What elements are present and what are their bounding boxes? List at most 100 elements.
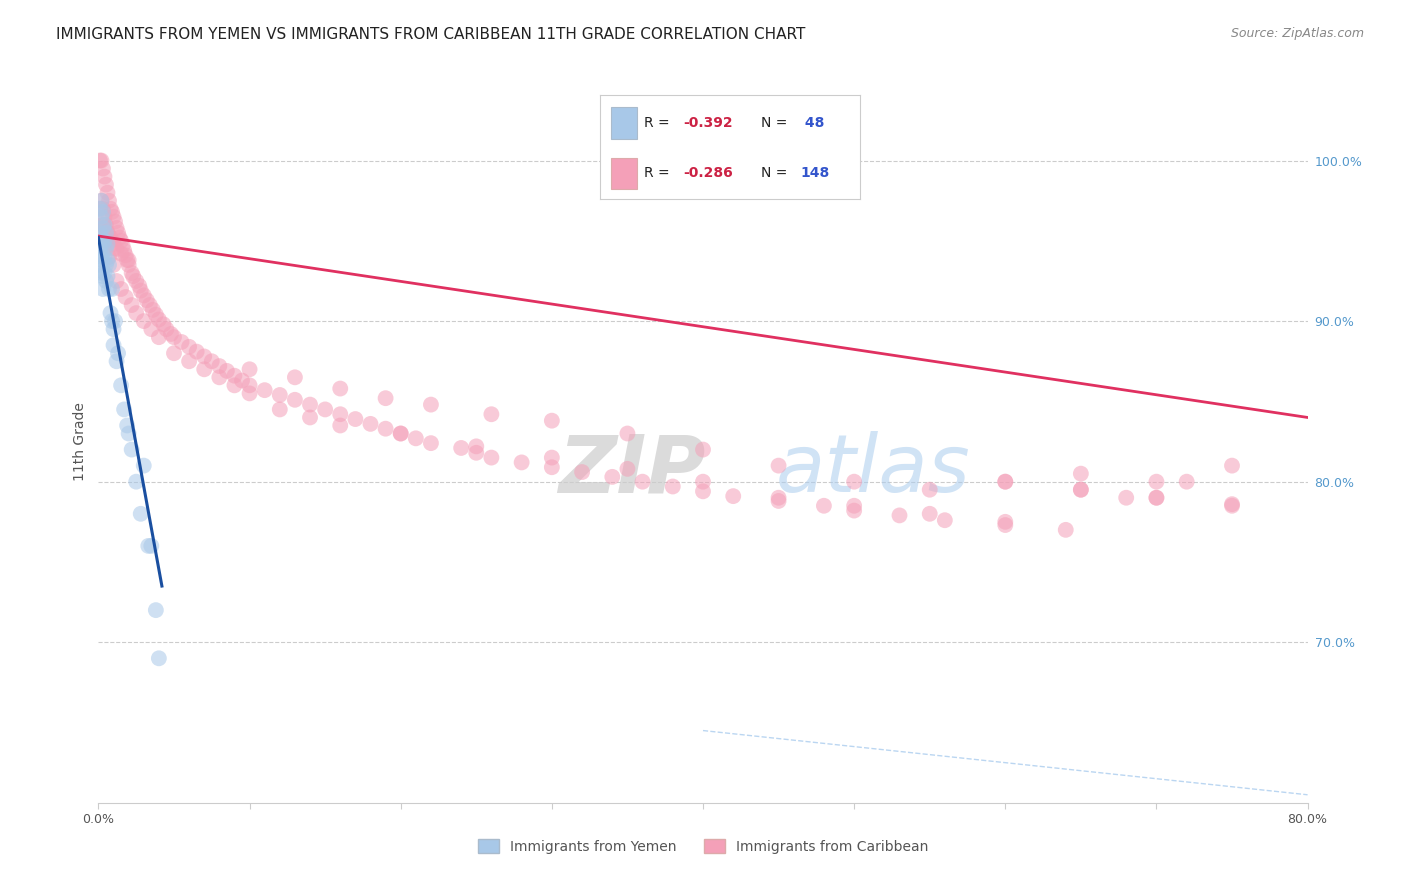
Point (1175, 475, 1198, 489)
Point (152, 318, 174, 332)
Point (723, 489, 745, 503)
Point (98, 194, 121, 208)
Point (374, 422, 396, 436)
Point (692, 484, 714, 499)
Point (114, 290, 136, 304)
Point (129, 507, 152, 521)
Point (103, 237, 125, 252)
Point (1220, 458, 1243, 473)
Point (135, 293, 157, 308)
Text: atlas: atlas (776, 432, 970, 509)
Point (269, 388, 291, 402)
Point (768, 494, 790, 508)
Point (692, 442, 714, 457)
Point (90, 250, 112, 264)
Point (329, 407, 352, 421)
Point (284, 392, 307, 407)
Point (89, 153, 111, 168)
Point (110, 246, 132, 260)
Point (163, 330, 186, 344)
Point (111, 238, 134, 252)
Point (215, 364, 238, 378)
Point (125, 274, 148, 288)
Point (136, 539, 159, 553)
Point (91, 218, 114, 232)
Point (299, 398, 322, 412)
Point (96, 237, 118, 252)
Point (1144, 491, 1167, 505)
Point (1054, 523, 1077, 537)
Point (90, 234, 112, 248)
Point (103, 322, 125, 336)
Point (145, 308, 167, 322)
Point (208, 370, 231, 384)
Point (179, 340, 201, 354)
Point (94, 178, 117, 192)
Point (100, 306, 122, 320)
Point (141, 322, 163, 336)
Point (1144, 491, 1167, 505)
Point (114, 248, 136, 262)
Point (692, 475, 714, 489)
Point (616, 426, 638, 441)
Point (616, 462, 638, 476)
Point (93, 266, 115, 280)
Point (89, 242, 111, 256)
Point (299, 410, 322, 425)
Point (768, 491, 790, 505)
Point (105, 274, 128, 288)
Point (132, 314, 155, 328)
Point (231, 374, 253, 388)
Text: Source: ZipAtlas.com: Source: ZipAtlas.com (1230, 27, 1364, 40)
Point (139, 298, 162, 312)
Point (101, 282, 124, 296)
Point (224, 368, 246, 383)
Point (90, 266, 112, 280)
Point (105, 354, 128, 368)
Point (94, 274, 117, 288)
Point (314, 402, 336, 417)
Point (93, 221, 115, 235)
Point (118, 258, 141, 272)
Point (96, 186, 118, 200)
Point (104, 214, 127, 228)
Point (93, 234, 115, 248)
Point (465, 446, 488, 460)
Point (510, 455, 533, 469)
Point (96, 226, 118, 240)
Point (344, 412, 367, 426)
Point (107, 346, 129, 360)
Point (132, 458, 155, 473)
Point (148, 330, 170, 344)
Point (201, 354, 224, 368)
Point (104, 314, 127, 328)
Point (374, 391, 396, 405)
Point (170, 334, 193, 349)
Point (994, 475, 1017, 489)
Point (100, 234, 122, 248)
Point (103, 258, 125, 272)
Point (631, 475, 654, 489)
Point (107, 226, 129, 240)
Point (155, 322, 177, 336)
Point (91, 161, 114, 176)
Point (1220, 499, 1243, 513)
Point (160, 326, 183, 341)
Point (994, 515, 1017, 529)
Point (121, 266, 143, 280)
Point (93, 250, 115, 264)
Point (96, 253, 118, 268)
Point (90, 210, 112, 224)
Point (94, 242, 117, 256)
Point (91, 282, 114, 296)
Text: ZIP: ZIP (558, 432, 706, 509)
Point (269, 402, 291, 417)
Point (1070, 483, 1092, 497)
Point (224, 378, 246, 392)
Point (90, 194, 112, 208)
Point (1070, 483, 1092, 497)
Point (115, 253, 138, 268)
Point (148, 651, 170, 665)
Point (105, 221, 128, 235)
Point (125, 475, 148, 489)
